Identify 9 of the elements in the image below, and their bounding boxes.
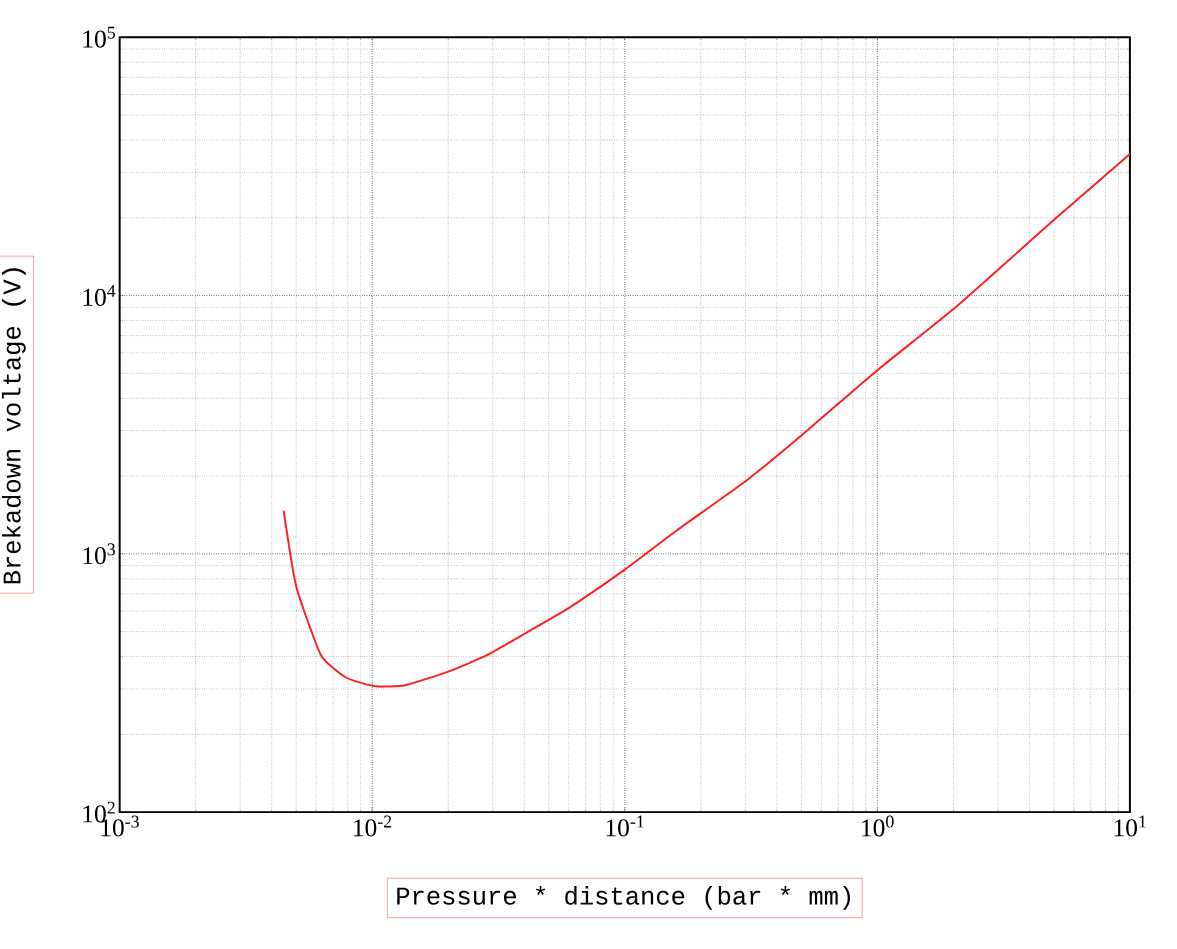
x-tick-label: 10$^{0}$ [862, 815, 894, 837]
y-tick-label: 10$^{5}$ [83, 26, 115, 48]
x-axis-title: Pressure * distance (bar * mm) [397, 885, 850, 910]
y-tick-label: 10$^{3}$ [83, 543, 115, 565]
x-tick-label: 10$^{1}$ [1114, 815, 1146, 837]
x-tick-label: 10$^{-1}$ [606, 815, 644, 837]
y-tick-label: 10$^{4}$ [83, 284, 116, 306]
y-axis-title: Brekadown voltage (V) [1, 268, 26, 584]
x-tick-label: 10$^{-2}$ [354, 815, 392, 837]
